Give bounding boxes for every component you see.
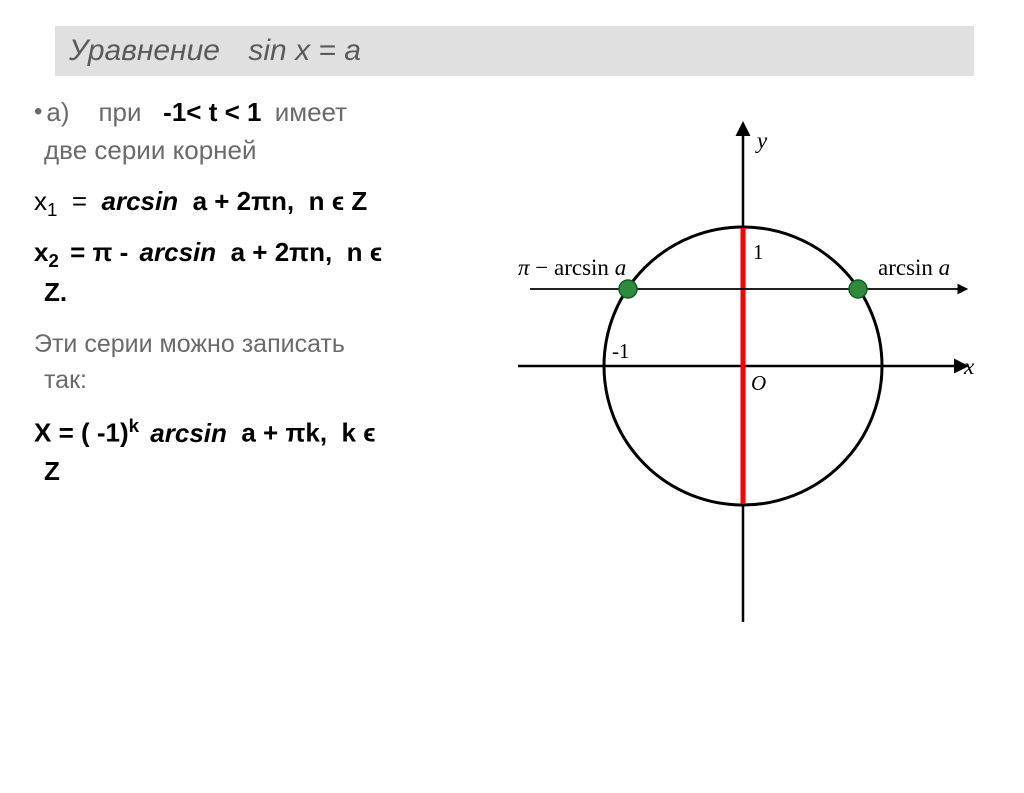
- title-bar: Уравнение sin x = a: [55, 26, 974, 76]
- x1-sub: 1: [47, 200, 57, 221]
- x1-rest: [185, 186, 192, 216]
- xf-z: Z: [34, 453, 490, 491]
- svg-text:x: x: [963, 354, 975, 379]
- x2-z: Z.: [34, 274, 490, 312]
- line-a: •а) при -1< t < 1 имеет: [34, 94, 490, 132]
- line-b: две серии корней: [34, 132, 490, 170]
- svg-text:π − arcsin a: π − arcsin a: [518, 255, 626, 280]
- line1b: при: [98, 97, 141, 127]
- xf-z-t: Z: [44, 456, 60, 486]
- x1-eq: =: [72, 186, 87, 216]
- mid2: так:: [34, 362, 490, 398]
- x2-rest-t: a + 2πn, n ϵ: [231, 237, 383, 267]
- line2: две серии корней: [44, 135, 257, 165]
- x2-z-t: Z.: [44, 277, 67, 307]
- x1-rest-t: a + 2πn, n ϵ Z: [193, 186, 368, 216]
- svg-text:1: 1: [753, 240, 764, 264]
- x1-line: x1 = arcsin a + 2πn, n ϵ Z: [34, 183, 490, 223]
- xf-arcsin: arcsin: [150, 418, 227, 448]
- line1d: имеет: [275, 97, 347, 127]
- xf-line: X = ( -1)k arcsin a + πk, k ϵ: [34, 412, 490, 452]
- x2-line: x2 = π - arcsin a + 2πn, n ϵ: [34, 234, 490, 274]
- mid1: Эти серии можно записать: [34, 326, 490, 362]
- x1-arcsin: arcsin: [102, 186, 179, 216]
- svg-text:-1: -1: [612, 339, 630, 363]
- mid1-t: Эти серии можно записать: [34, 330, 345, 358]
- x2-arcsin: arcsin: [140, 237, 217, 267]
- text-column: •а) при -1< t < 1 имеет две серии корней…: [0, 94, 490, 634]
- svg-text:y: y: [755, 128, 768, 153]
- unit-circle-diagram: y x 1 -1 Oπ − arcsin a arcsin a: [500, 94, 980, 634]
- bullet-icon: •: [34, 98, 42, 125]
- x1-lhs: x: [34, 186, 47, 216]
- x2-eq: = π -: [70, 237, 128, 267]
- xf-rest-t: a + πk, k ϵ: [241, 418, 375, 448]
- content-row: •а) при -1< t < 1 имеет две серии корней…: [0, 94, 1024, 634]
- line1a: а): [46, 97, 69, 127]
- x2-sub: 2: [48, 250, 58, 271]
- svg-text:arcsin a: arcsin a: [878, 255, 950, 280]
- svg-text:O: O: [751, 371, 766, 395]
- x2-rest: [223, 237, 230, 267]
- xf-sup: k: [129, 415, 139, 436]
- xf-lhs: X = ( -1): [34, 418, 129, 448]
- title-equation: sin x = a: [248, 34, 361, 67]
- mid2-t: так:: [44, 366, 87, 394]
- line1c: -1< t < 1: [163, 97, 261, 127]
- title-word: Уравнение: [69, 34, 220, 67]
- x2-lhs: x: [34, 237, 48, 267]
